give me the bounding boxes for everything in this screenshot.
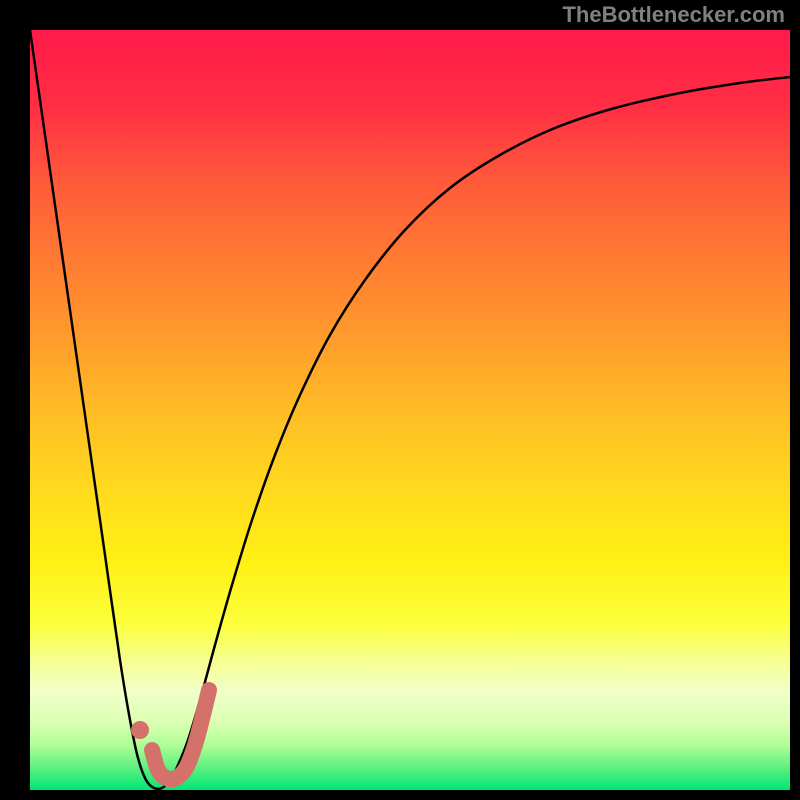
marker-dot bbox=[131, 721, 149, 739]
border-right bbox=[790, 0, 800, 800]
chart-container: TheBottlenecker.com bbox=[0, 0, 800, 800]
gradient-background bbox=[30, 30, 790, 790]
border-bottom bbox=[0, 790, 800, 800]
watermark-text: TheBottlenecker.com bbox=[562, 2, 785, 27]
border-left bbox=[0, 0, 30, 800]
bottleneck-chart: TheBottlenecker.com bbox=[0, 0, 800, 800]
